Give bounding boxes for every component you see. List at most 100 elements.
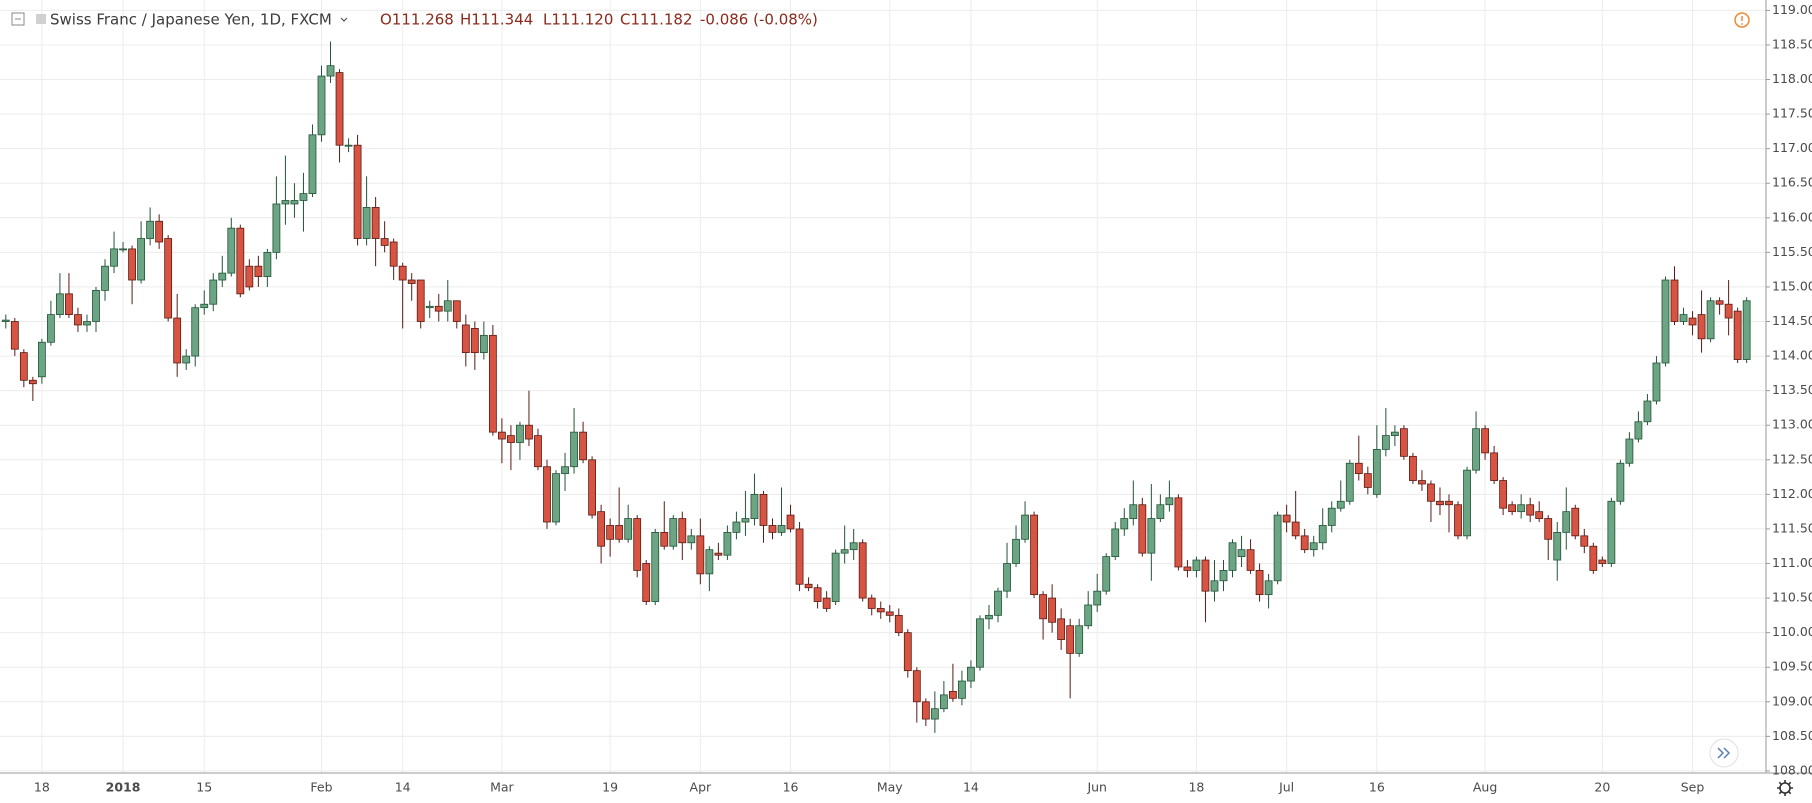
candle-body [1174, 497, 1183, 568]
candle-body [732, 521, 741, 533]
candle-body [173, 317, 182, 364]
change-value: -0.086 (-0.08%) [700, 11, 818, 29]
candle-body [1553, 531, 1562, 561]
candle-body [182, 355, 191, 364]
candle-body [137, 238, 146, 281]
candle-body [1661, 279, 1670, 364]
y-tick-label: 116.500 [1772, 175, 1812, 190]
candle-body [1192, 559, 1201, 571]
candle-body [759, 493, 768, 526]
chart-title[interactable]: Swiss Franc / Japanese Yen, 1D, FXCM [50, 11, 332, 29]
candle-body [1228, 542, 1237, 571]
y-tick-label: 116.000 [1772, 209, 1812, 224]
candle-body [876, 608, 885, 613]
candle-body [218, 272, 227, 281]
candle-body [19, 352, 28, 381]
candle-body [822, 597, 831, 609]
axes: 108.000 108.500 109.000 109.500 110.000 110.5… [34, 2, 1812, 795]
candle-body [1445, 500, 1453, 506]
candle-body [236, 227, 245, 295]
candle-body [452, 300, 461, 322]
candle-body [479, 334, 488, 354]
warning-icon[interactable] [1734, 12, 1750, 28]
candle-body [1102, 556, 1111, 592]
candle-body [561, 466, 569, 475]
x-tick-label: 14 [395, 780, 411, 795]
settings-button[interactable] [1777, 780, 1793, 796]
candle-body [849, 542, 858, 551]
candle-body [92, 289, 100, 322]
high-value: H111.344 [460, 11, 533, 29]
y-tick-label: 113.500 [1772, 382, 1812, 397]
candle-body [669, 518, 678, 547]
candle-body [1246, 549, 1255, 571]
candle-body [380, 238, 389, 246]
candle-body [1742, 300, 1751, 360]
candle-body [119, 248, 127, 251]
candle-body [1030, 514, 1038, 596]
x-tick-label: 14 [963, 780, 979, 795]
candle-body [37, 341, 46, 378]
y-tick-label: 108.500 [1772, 728, 1812, 743]
candle-body [425, 305, 434, 309]
candle-body [1418, 480, 1426, 485]
candle-body [1390, 431, 1399, 436]
candle-body [1147, 518, 1156, 554]
candle-body [272, 203, 281, 253]
x-tick-label: Jul [1278, 780, 1294, 795]
candle-body [750, 493, 759, 519]
candle-body [308, 134, 317, 194]
y-tick-label: 119.000 [1772, 2, 1812, 17]
candle-body [1733, 310, 1742, 360]
candle-body [1481, 428, 1489, 454]
scroll-right-icon [1717, 747, 1731, 759]
symbol-icon [36, 14, 46, 24]
candle-body [1363, 473, 1372, 488]
candle-body [1219, 570, 1228, 582]
candle-body [1706, 300, 1715, 340]
interval-dropdown[interactable] [340, 17, 348, 22]
candle-body [47, 314, 55, 343]
candle-body [579, 431, 587, 461]
candle-body [146, 220, 155, 239]
candle-body [660, 531, 669, 547]
y-tick-label: 115.500 [1772, 244, 1812, 259]
candle-body [1, 319, 10, 322]
y-tick-label: 115.000 [1772, 278, 1812, 293]
candle-body [1156, 504, 1165, 519]
candle-body [1183, 566, 1192, 571]
candle-body [317, 75, 326, 136]
y-tick-label: 111.000 [1772, 555, 1812, 570]
x-tick-label: 20 [1594, 780, 1610, 795]
candle-body [507, 435, 515, 443]
candle-body [903, 632, 912, 672]
candle-body [777, 525, 786, 533]
candle-body [1724, 303, 1733, 319]
candle-body [326, 65, 335, 77]
candle-body [1003, 563, 1011, 592]
candle-body [1093, 590, 1102, 606]
candle-body [687, 535, 696, 544]
candle-body [1129, 504, 1138, 519]
candle-body [1048, 597, 1057, 623]
candle-body [1381, 435, 1390, 450]
y-tick-label: 110.500 [1772, 590, 1812, 605]
candle-body [534, 435, 542, 468]
candle-body [1282, 514, 1291, 523]
x-tick-label: May [877, 780, 903, 795]
candle-body [525, 424, 533, 440]
candle-body [552, 473, 560, 523]
candle-body [497, 431, 506, 440]
candle-body [1598, 559, 1607, 564]
candle-body [570, 431, 578, 468]
x-tick-label: Mar [490, 780, 514, 795]
y-tick-label: 118.500 [1772, 36, 1812, 51]
candle-body [1535, 511, 1544, 519]
candle-body [1138, 504, 1147, 554]
candle-body [1562, 511, 1571, 533]
candle-body [10, 321, 19, 350]
candle-body [74, 314, 82, 326]
candle-body [1580, 535, 1589, 547]
candle-body [723, 531, 732, 556]
